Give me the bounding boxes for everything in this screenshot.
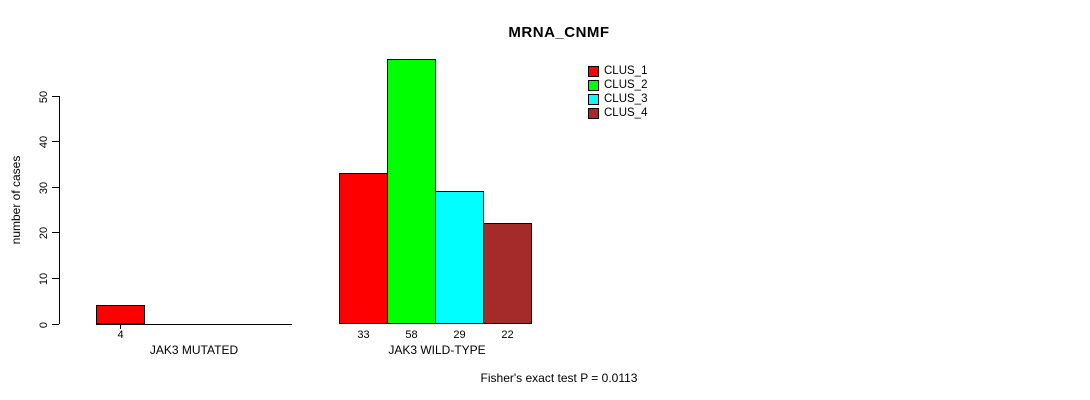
- chart-title: MRNA_CNMF: [508, 24, 610, 41]
- legend-item-label: CLUS_4: [604, 107, 648, 119]
- y-axis-tick-label: 30: [38, 181, 50, 194]
- y-axis-tick: [52, 278, 59, 279]
- y-axis-tick: [52, 324, 59, 325]
- y-axis-tick-label: 0: [38, 321, 50, 328]
- y-axis-tick: [52, 141, 59, 142]
- legend-item: CLUS_2: [588, 78, 647, 92]
- legend-swatch-clus_4: [588, 107, 599, 119]
- y-axis-line: [59, 95, 60, 325]
- bar-value-label: 33: [357, 329, 370, 341]
- y-axis-tick-label: 20: [38, 226, 50, 239]
- bar-clus_3: [435, 191, 484, 325]
- legend-item: CLUS_1: [588, 64, 647, 78]
- bar-value-label: 58: [405, 329, 418, 341]
- y-axis-tick-label: 50: [38, 90, 50, 103]
- group-label: JAK3 MUTATED: [149, 343, 239, 357]
- bar-value-label: 22: [501, 329, 514, 341]
- y-axis-tick: [52, 187, 59, 188]
- legend: CLUS_1 CLUS_2 CLUS_3 CLUS_4: [588, 64, 647, 120]
- legend-swatch-clus_1: [588, 65, 599, 77]
- bar-value-label: 29: [453, 329, 466, 341]
- legend-swatch-clus_2: [588, 79, 599, 91]
- group-label: JAK3 WILD-TYPE: [388, 343, 486, 357]
- y-axis-tick: [52, 232, 59, 233]
- legend-item-label: CLUS_3: [604, 93, 648, 105]
- legend-item: CLUS_3: [588, 92, 647, 106]
- bar-clus_2: [387, 59, 436, 325]
- x-axis-segment: [96, 323, 292, 325]
- bar-clus_1: [96, 305, 145, 325]
- y-axis-tick-label: 10: [38, 272, 50, 285]
- y-axis-tick: [52, 96, 59, 97]
- fisher-test-note: Fisher's exact test P = 0.0113: [480, 371, 638, 385]
- bar-clus_4: [483, 223, 532, 325]
- bar-clus_1: [339, 173, 388, 325]
- legend-item: CLUS_4: [588, 106, 647, 120]
- bar-value-label: 4: [117, 329, 124, 341]
- x-axis-group-tick: [120, 324, 121, 329]
- legend-swatch-clus_3: [588, 93, 599, 105]
- legend-item-label: CLUS_1: [604, 65, 648, 77]
- y-axis-tick-label: 40: [38, 135, 50, 148]
- legend-item-label: CLUS_2: [604, 79, 648, 91]
